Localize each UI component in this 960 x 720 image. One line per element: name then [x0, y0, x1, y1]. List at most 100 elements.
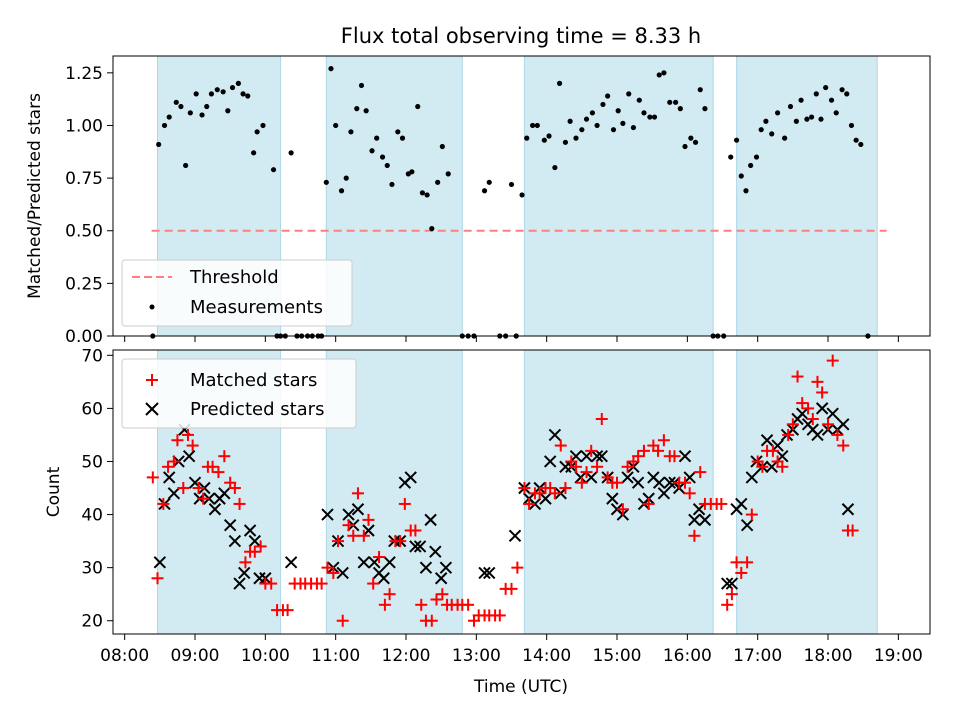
matched-point: [351, 487, 364, 500]
measurement-point: [804, 116, 810, 122]
measurement-point: [395, 129, 401, 135]
x-tick-label: 19:00: [874, 646, 923, 666]
matched-point: [585, 444, 598, 457]
matched-point: [157, 497, 170, 510]
measurement-point: [697, 87, 703, 93]
predicted-point: [404, 471, 417, 484]
measurement-points: [150, 66, 871, 339]
predicted-point: [811, 428, 824, 442]
predicted-point: [837, 418, 850, 431]
legend-matched-label: Matched stars: [190, 370, 317, 391]
measurement-point: [738, 173, 744, 179]
measurement-point: [809, 114, 815, 120]
measurement-point: [661, 70, 667, 76]
measurement-point: [187, 110, 193, 116]
predicted-point: [223, 518, 237, 532]
predicted-point: [434, 572, 448, 585]
matched-point: [580, 466, 593, 479]
matched-point: [822, 418, 835, 431]
top-y-axis-label: Matched/Predicted stars: [25, 93, 45, 299]
matched-point: [265, 577, 278, 590]
matched-point: [559, 482, 572, 495]
measurement-point: [240, 91, 246, 97]
measurement-point: [552, 164, 558, 171]
predicted-point: [424, 513, 437, 527]
matched-point: [430, 593, 443, 606]
predicted-point: [284, 556, 298, 569]
matched-point: [505, 582, 518, 595]
measurement-point: [235, 80, 241, 86]
matched-point: [228, 482, 241, 495]
bottom-panel-frame: [112, 349, 931, 635]
measurement-point: [728, 154, 734, 160]
bottom-y-ticks: 20 30 40 50 60 70: [81, 346, 113, 632]
predicted-point: [776, 449, 789, 463]
predicted-point: [163, 471, 176, 484]
matched-point: [281, 604, 294, 617]
predicted-point: [688, 513, 701, 527]
measurement-point: [338, 188, 345, 194]
matched-point: [186, 439, 199, 452]
matched-point: [248, 545, 261, 558]
matched-point: [151, 572, 164, 585]
matched-point: [177, 482, 190, 495]
measurement-point: [848, 122, 855, 129]
matched-point: [415, 598, 428, 611]
measurement-point: [844, 91, 850, 97]
measurement-point: [615, 108, 621, 114]
bottom-legend-box: [121, 358, 357, 429]
measurement-point: [208, 91, 215, 97]
predicted-point: [248, 534, 262, 548]
matched-point: [806, 413, 819, 426]
measurement-point: [354, 106, 360, 112]
measurement-point: [630, 124, 637, 131]
measurement-point: [813, 91, 819, 97]
matched-point: [206, 460, 219, 473]
predicted-point: [580, 449, 593, 463]
measurement-point: [384, 162, 390, 169]
x-tick-label: 16:00: [663, 646, 712, 666]
matched-point: [425, 614, 438, 627]
matched-point: [167, 455, 180, 468]
measurement-point: [763, 118, 769, 124]
matched-point: [162, 460, 175, 473]
predicted-point: [478, 566, 491, 580]
top-legend: Threshold Measurements: [121, 259, 353, 327]
measurement-point: [546, 133, 552, 139]
measurement-point: [562, 139, 569, 145]
measurement-point: [204, 103, 210, 110]
matched-point: [398, 497, 411, 510]
predicted-point: [815, 402, 829, 415]
x-tick-label: 17:00: [733, 646, 782, 666]
matched-point: [327, 566, 340, 579]
bottom-x-ticks: 08:00 09:00 10:00 11:00 12:00 13:00 14:00 15:00…: [100, 634, 923, 666]
matched-point: [632, 450, 645, 463]
predicted-point: [243, 524, 257, 537]
matched-point: [730, 556, 743, 569]
measurement-point: [435, 179, 441, 185]
x-tick-label: 14:00: [522, 646, 571, 666]
matched-point: [611, 476, 624, 489]
matched-point: [569, 460, 582, 473]
predicted-point: [182, 449, 196, 463]
measurement-point: [156, 141, 162, 148]
measurement-point: [793, 118, 799, 124]
measurement-point: [682, 143, 688, 150]
x-tick-label: 13:00: [452, 646, 501, 666]
predicted-point: [336, 566, 349, 580]
measurement-point: [626, 91, 632, 97]
observing-interval: [523, 349, 714, 635]
measurement-point: [753, 154, 760, 160]
measurement-point: [594, 122, 600, 129]
measurement-point: [251, 150, 257, 156]
predicted-point: [419, 561, 433, 574]
matched-point: [831, 428, 844, 441]
measurement-point: [775, 110, 781, 116]
matched-point: [233, 497, 246, 510]
measurement-point: [348, 129, 354, 135]
predicted-point: [342, 508, 355, 521]
matched-point: [321, 561, 334, 574]
matched-point: [826, 354, 839, 367]
matched-point: [616, 503, 629, 516]
predicted-point: [218, 487, 231, 500]
